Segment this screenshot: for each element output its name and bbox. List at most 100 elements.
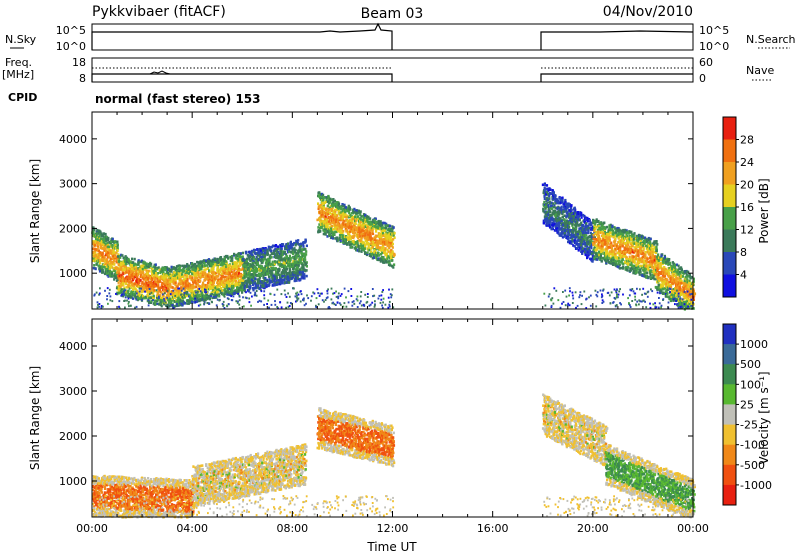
range-gate-cell <box>99 230 102 234</box>
range-gate-cell <box>138 292 141 296</box>
range-gate-cell <box>92 230 95 234</box>
range-gate-cell <box>95 254 98 258</box>
range-gate-cell <box>94 252 97 255</box>
range-gate-cell <box>189 276 192 280</box>
range-gate-cell <box>102 256 105 260</box>
range-gate-cell <box>281 269 284 272</box>
range-gate-cell <box>166 271 169 275</box>
range-gate-cell <box>305 244 308 248</box>
range-gate-cell <box>173 274 176 277</box>
range-gate-cell <box>200 295 203 299</box>
range-gate-cell <box>226 264 229 267</box>
range-gate-cell <box>270 249 273 253</box>
range-gate-cell <box>290 277 293 280</box>
range-gate-cell <box>107 245 111 249</box>
range-gate-cell <box>131 297 135 300</box>
range-gate-cell <box>203 279 206 282</box>
range-gate-cell <box>92 266 95 270</box>
range-gate-cell <box>210 277 213 280</box>
range-gate-cell <box>169 276 172 279</box>
range-gate-cell <box>210 285 214 289</box>
range-gate-cell <box>333 233 336 236</box>
range-gate-cell <box>149 288 152 291</box>
range-gate-cell <box>124 255 127 258</box>
range-gate-cell <box>195 285 198 289</box>
range-gate-cell <box>203 294 206 297</box>
range-gate-cell <box>117 253 120 256</box>
range-gate-cell <box>174 281 177 284</box>
range-gate-cell <box>201 289 204 293</box>
range-gate-cell <box>282 243 285 246</box>
range-gate-cell <box>95 235 98 239</box>
range-gate-cell <box>168 283 171 286</box>
range-gate-cell <box>116 285 119 289</box>
range-gate-cell <box>217 275 220 278</box>
range-gate-cell <box>268 283 271 287</box>
range-gate-cell <box>135 270 138 273</box>
range-gate-cell <box>207 258 211 261</box>
range-gate-cell <box>123 288 126 291</box>
range-gate-cell <box>207 279 210 282</box>
range-gate-cell <box>212 281 215 284</box>
range-gate-cell <box>297 239 300 242</box>
range-gate-cell <box>176 285 179 289</box>
range-gate-cell <box>209 279 212 283</box>
range-gate-cell <box>123 262 126 266</box>
range-gate-cell <box>162 276 165 279</box>
range-gate-cell <box>175 268 178 272</box>
range-gate-cell <box>223 258 226 261</box>
nsky-trace-second <box>540 30 694 50</box>
range-gate-cell <box>125 271 128 274</box>
range-gate-cell <box>252 283 255 286</box>
range-gate-cell <box>241 255 244 258</box>
range-gate-cell <box>201 264 204 268</box>
range-gate-cell <box>93 235 96 238</box>
range-gate-cell <box>202 272 205 275</box>
range-gate-cell <box>224 279 227 283</box>
range-gate-cell <box>106 256 109 259</box>
range-gate-cell <box>134 282 137 285</box>
range-gate-cell <box>168 268 171 271</box>
range-gate-cell <box>121 254 124 257</box>
range-gate-cell <box>204 273 207 277</box>
range-gate-cell <box>274 267 277 270</box>
range-gate-cell <box>177 297 180 301</box>
range-gate-cell <box>288 281 291 284</box>
range-gate-cell <box>170 273 174 277</box>
range-gate-cell <box>204 296 207 299</box>
range-gate-cell <box>227 291 230 295</box>
range-gate-cell <box>103 249 106 252</box>
range-gate-cell <box>177 276 180 279</box>
range-gate-cell <box>228 264 231 267</box>
range-gate-cell <box>110 275 113 278</box>
range-gate-cell <box>164 266 167 270</box>
range-gate-cell <box>212 265 215 268</box>
range-gate-cell <box>161 281 164 285</box>
range-gate-cell <box>183 302 187 305</box>
range-gate-cell <box>373 218 376 222</box>
range-gate-cell <box>174 299 177 303</box>
range-gate-cell <box>129 276 132 279</box>
range-gate-cell <box>186 281 189 285</box>
range-gate-cell <box>172 293 175 297</box>
range-gate-cell <box>558 226 561 229</box>
range-gate-cell <box>139 271 143 275</box>
range-gate-cell <box>341 216 344 220</box>
range-gate-cell <box>115 276 118 279</box>
range-gate-cell <box>548 197 551 200</box>
range-gate-cell <box>97 232 100 235</box>
range-gate-cell <box>98 266 101 270</box>
range-gate-cell <box>97 256 100 259</box>
range-gate-cell <box>147 284 150 287</box>
range-gate-cell <box>103 247 106 250</box>
range-gate-cell <box>158 275 161 279</box>
range-gate-cell <box>169 285 172 288</box>
range-gate-cell <box>180 302 183 306</box>
range-gate-cell <box>251 253 254 256</box>
range-gate-cell <box>146 293 149 297</box>
range-gate-cell <box>344 206 348 209</box>
range-gate-cell <box>279 258 282 262</box>
range-gate-cell <box>305 274 308 278</box>
